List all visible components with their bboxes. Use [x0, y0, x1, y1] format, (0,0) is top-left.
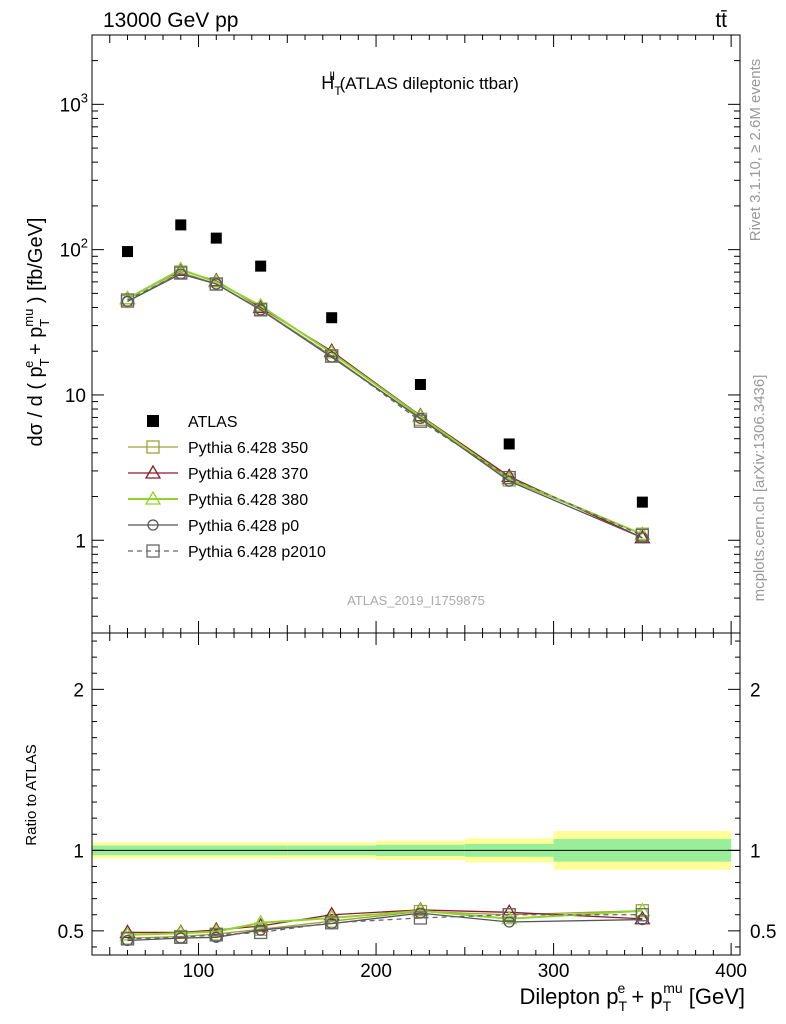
ratio-y-tick-label-right: 1: [750, 841, 761, 862]
x-tick-label: 400: [715, 961, 747, 982]
legend-marker: [144, 490, 162, 505]
legend-marker-atlas: [147, 415, 159, 427]
legend-label: Pythia 6.428 p0: [188, 518, 299, 535]
ratio-series-point: [325, 916, 339, 930]
rivet-label: Rivet 3.1.10, ≥ 2.6M events: [747, 59, 764, 242]
ratio-ylabel: Ratio to ATLAS: [23, 744, 40, 845]
ratio-series-point: [254, 925, 268, 940]
main-y-tick-label: 10: [65, 386, 86, 407]
ratio-series-point: [414, 907, 427, 919]
plot-title: HTll (ATLAS dileptonic ttbar): [321, 69, 519, 98]
x-tick-label: 300: [538, 961, 570, 982]
ratio-series-point: [323, 906, 340, 921]
ratio-series-2: [119, 902, 651, 941]
data-point: [636, 496, 648, 508]
main-series-point: [502, 470, 516, 485]
legend-label: Pythia 6.428 370: [188, 466, 308, 483]
ratio-series-point: [634, 902, 651, 917]
legend-label: Pythia 6.428 p2010: [188, 544, 326, 561]
ratio-series-point: [252, 914, 269, 929]
ratio-series-point: [210, 931, 222, 943]
ratio-series-point: [119, 924, 136, 939]
main-series-point: [254, 303, 268, 317]
tick-exponent: 3: [81, 90, 88, 105]
ratio-y-tick-label: 2: [73, 680, 84, 701]
ratio-series-point: [503, 916, 515, 928]
title-main: H: [321, 73, 334, 93]
data-series: [122, 219, 648, 508]
ratio-plot-frame: [91, 632, 741, 956]
legend-label: Pythia 6.428 350: [188, 440, 308, 457]
legend-marker: [147, 519, 159, 531]
main-series-point: [120, 293, 135, 307]
ratio-y-tick-label: 1: [73, 841, 84, 862]
title-sub: T: [334, 84, 342, 98]
main-series-point: [635, 528, 650, 543]
ratio-series-point: [174, 930, 188, 944]
main-series-point: [174, 266, 188, 280]
ratio-series-point: [209, 928, 223, 942]
legend-marker: [144, 464, 162, 479]
ratio-series-point: [502, 908, 516, 922]
tick-base: 10: [60, 95, 81, 116]
legend: ATLAS Pythia 6.428 350 Pythia 6.428 370 Pyt…: [128, 414, 326, 561]
main-series-point: [255, 304, 267, 316]
main-series-point: [636, 532, 649, 544]
ratio-series-point: [252, 917, 269, 932]
tick-base: 10: [60, 241, 81, 262]
title-sup: ll: [330, 69, 335, 83]
x-axis-label: Dilepton pTe + pTmu [GeV]: [519, 980, 745, 1014]
main-series-point: [414, 412, 427, 425]
ratio-series-4: [120, 908, 650, 946]
legend-marker: [146, 440, 160, 454]
ratio-plot: Ratio to ATLAS Dilepton pTe + pTmu [GeV]…: [23, 632, 776, 1014]
main-series-4: [120, 266, 650, 543]
title-rest: (ATLAS dileptonic ttbar): [335, 74, 519, 93]
data-point: [122, 246, 134, 258]
ratio-series-line: [127, 912, 643, 942]
main-series-point: [209, 277, 223, 291]
ratio-series-point: [413, 911, 428, 925]
ratio-series-point: [120, 932, 135, 946]
ratio-series-point: [255, 924, 267, 936]
legend-label-atlas: ATLAS: [188, 414, 238, 431]
data-point: [503, 438, 515, 450]
ratio-y-tick-label-right: 0.5: [750, 922, 776, 943]
main-y-tick-label: 102: [60, 236, 88, 262]
analysis-id: ATLAS_2019_I1759875: [347, 593, 485, 608]
x-tick-label: 200: [360, 961, 392, 982]
main-plot: HTll (ATLAS dileptonic ttbar) ATLAS_2019…: [21, 34, 741, 634]
process-label: tt̄: [715, 9, 727, 32]
legend-marker: [146, 544, 160, 558]
energy-label: 13000 GeV pp: [103, 9, 238, 32]
data-point: [414, 379, 426, 391]
ratio-y-tick-label: 0.5: [58, 922, 84, 943]
mcplots-label: mcplots.cern.ch [arXiv:1306.3436]: [751, 375, 768, 602]
ratio-series-point: [634, 910, 651, 925]
main-y-tick-label: 103: [60, 90, 88, 116]
main-ylabel: dσ / d ( pTe + pTmu ) [fb/GeV]: [21, 218, 52, 447]
x-tick-label: 100: [183, 961, 215, 982]
main-series-point: [210, 278, 222, 290]
data-point: [175, 219, 187, 231]
ratio-y-tick-label-right: 2: [750, 680, 761, 701]
legend-label: Pythia 6.428 380: [188, 492, 308, 509]
data-point: [210, 232, 222, 244]
main-series-point: [252, 297, 269, 312]
main-series-point: [413, 414, 428, 428]
data-point: [326, 312, 338, 324]
main-series-point: [503, 475, 515, 487]
ratio-series-point: [635, 908, 650, 922]
main-series-point: [325, 349, 339, 363]
ratio-series-line: [127, 909, 643, 936]
tick-exponent: 2: [81, 236, 88, 251]
data-point: [255, 260, 267, 272]
main-y-tick-label: 1: [75, 531, 86, 552]
